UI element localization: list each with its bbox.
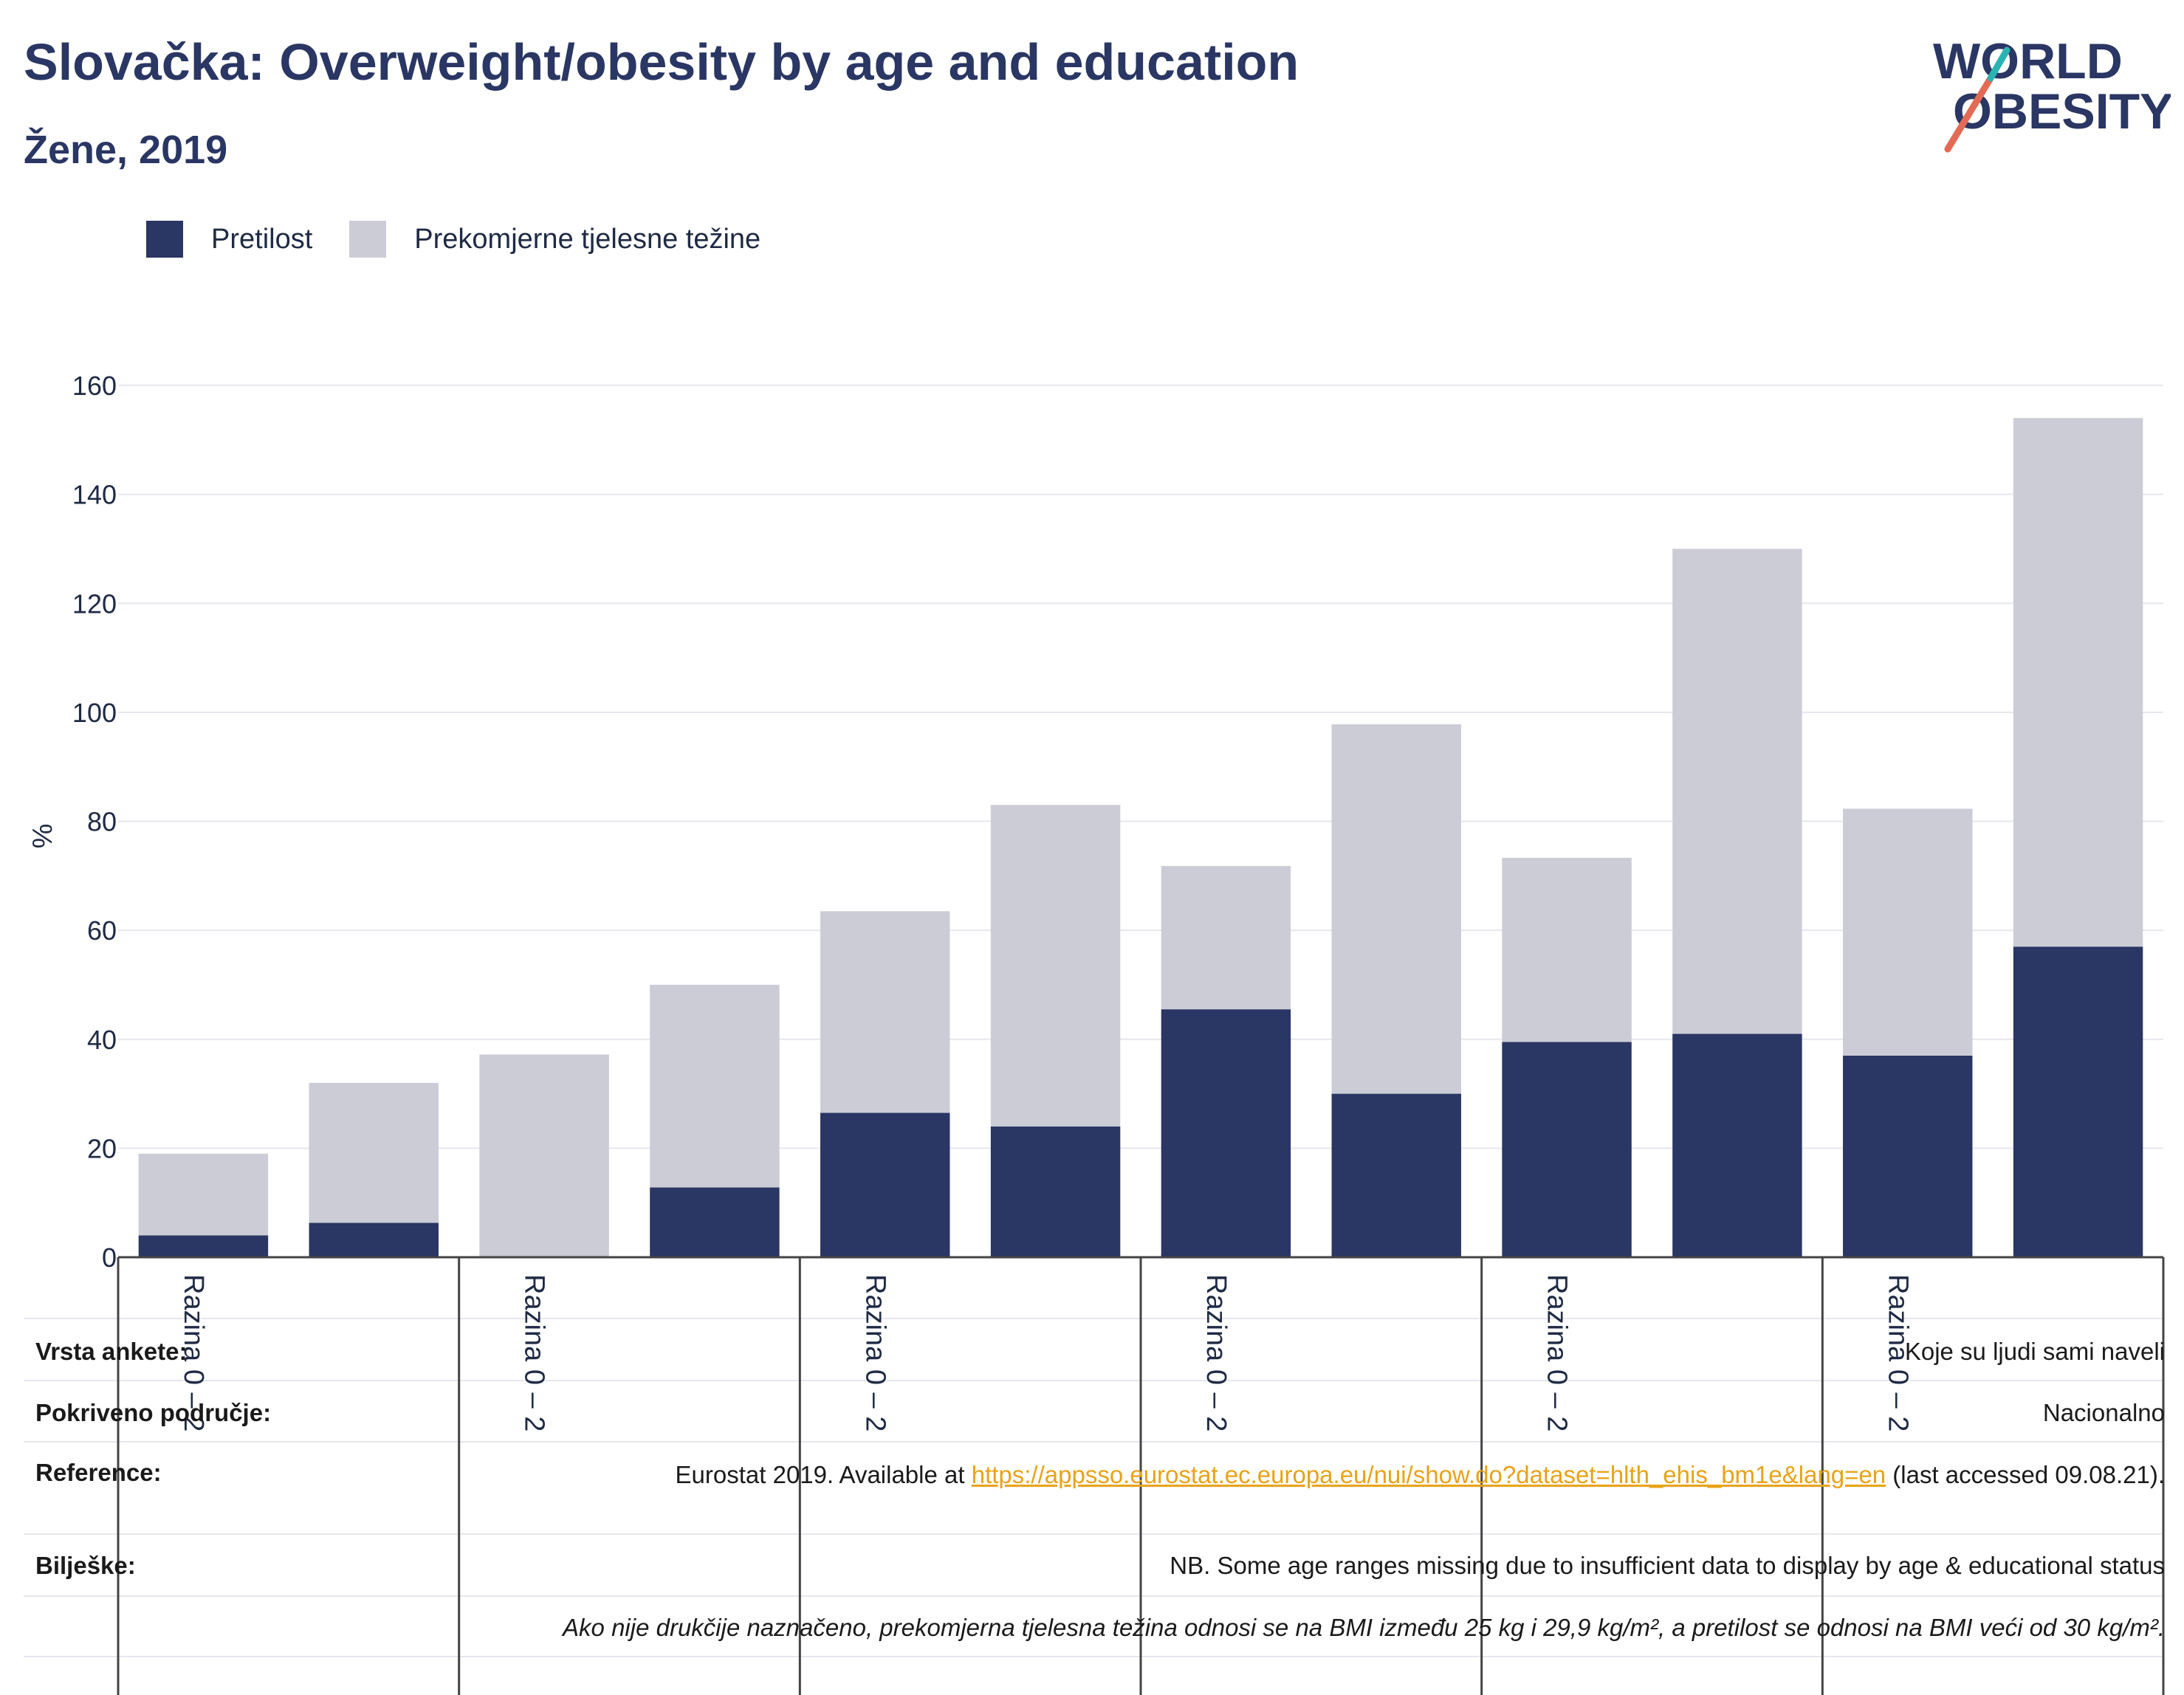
bar-overweight (1672, 549, 1802, 1034)
bar-obesity (650, 1187, 780, 1257)
y-tick-label: 40 (87, 1025, 117, 1055)
y-tick-label: 60 (87, 915, 117, 946)
bar-obesity (138, 1235, 269, 1257)
bar-obesity (2013, 946, 2143, 1257)
bar-overweight (990, 805, 1121, 1127)
bar-obesity (1331, 1093, 1461, 1257)
legend-label-overweight: Prekomjerne tjelesne težine (414, 223, 761, 255)
y-tick-label: 160 (72, 371, 117, 401)
logo-text-obesity: OBESITY (1953, 83, 2171, 140)
y-axis-label: % (27, 824, 58, 849)
x-group-label: Razina 0 – 2 (519, 1274, 550, 1431)
bar-overweight (479, 1054, 609, 1257)
chart-subtitle: Žene, 2019 (24, 128, 228, 172)
x-group-label: Razina 0 – 2 (1542, 1274, 1573, 1431)
bar-obesity (1843, 1055, 1973, 1257)
logo-slash-teal-icon (1987, 47, 2010, 82)
y-tick-label: 80 (87, 807, 117, 837)
bar-overweight (138, 1153, 269, 1236)
legend-item-obesity[interactable]: Pretilost (146, 221, 312, 258)
legend-swatch-overweight (349, 221, 387, 258)
bar-obesity (1502, 1042, 1632, 1257)
x-group-label: Razina 0 – 2 (859, 1274, 890, 1431)
bar-obesity (1672, 1034, 1802, 1257)
bar-overweight (820, 911, 950, 1113)
legend-swatch-obesity (146, 221, 183, 258)
legend-item-overweight[interactable]: Prekomjerne tjelesne težine (349, 221, 760, 258)
logo-slash-coral-icon (1944, 75, 1994, 153)
y-tick-label: 20 (87, 1133, 117, 1163)
legend-label-obesity: Pretilost (211, 223, 313, 255)
x-group-label: Razina 0 – 2 (1882, 1274, 1913, 1431)
bar-overweight (1502, 857, 1632, 1042)
bar-obesity (990, 1126, 1121, 1257)
chart-title: Slovačka: Overweight/obesity by age and … (24, 33, 1299, 91)
x-group-label: Razina 0 – 2 (178, 1274, 209, 1431)
bar-obesity (309, 1223, 439, 1257)
bar-overweight (1331, 724, 1461, 1094)
bar-overweight (1843, 808, 1973, 1056)
x-group-label: Razina 0 – 2 (1201, 1274, 1232, 1431)
bar-overweight (2013, 418, 2143, 947)
bar-overweight (1161, 866, 1291, 1010)
y-tick-label: 0 (102, 1242, 117, 1273)
bar-overweight (650, 984, 780, 1188)
y-tick-label: 140 (72, 480, 117, 510)
world-obesity-logo: WORLD OBESITY (1933, 33, 2171, 153)
bar-obesity (820, 1113, 950, 1257)
y-tick-label: 100 (72, 698, 117, 728)
bar-overweight (309, 1082, 439, 1223)
logo-text-world: WORLD (1933, 33, 2123, 89)
y-tick-label: 120 (72, 588, 117, 619)
bar-obesity (1161, 1009, 1291, 1257)
chart-legend: Pretilost Prekomjerne tjelesne težine (146, 219, 797, 260)
